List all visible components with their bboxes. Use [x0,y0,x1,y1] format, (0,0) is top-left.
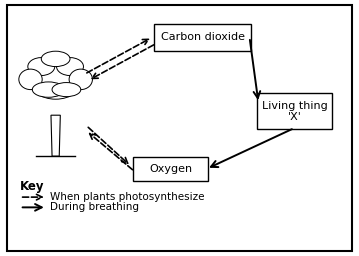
Text: Carbon dioxide: Carbon dioxide [161,32,245,42]
Ellipse shape [69,69,93,90]
Text: Living thing
'X': Living thing 'X' [261,101,327,122]
Ellipse shape [32,82,65,97]
FancyBboxPatch shape [7,5,352,251]
Text: During breathing: During breathing [50,202,139,212]
Ellipse shape [41,51,70,67]
Text: Oxygen: Oxygen [149,164,192,174]
FancyBboxPatch shape [257,93,332,129]
Text: Key: Key [20,180,44,193]
FancyBboxPatch shape [133,157,208,181]
FancyBboxPatch shape [154,24,251,51]
Ellipse shape [52,82,81,97]
Ellipse shape [56,58,83,76]
Ellipse shape [28,58,55,76]
Ellipse shape [19,69,42,90]
Text: When plants photosynthesize: When plants photosynthesize [50,192,205,202]
Polygon shape [51,115,60,156]
Ellipse shape [28,57,83,99]
